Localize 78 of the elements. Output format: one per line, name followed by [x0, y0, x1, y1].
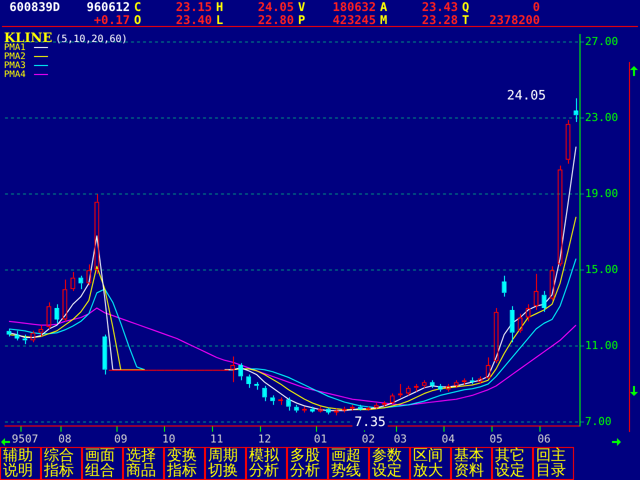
- candlestick: [102, 334, 108, 376]
- text: 区间放大: [410, 446, 451, 480]
- chart-subtitle: (5,10,20,60): [55, 34, 128, 45]
- candlestick: [14, 330, 20, 341]
- x-tick-label: 04: [442, 432, 456, 446]
- text: 多股分析: [287, 446, 328, 480]
- legend-label: PMA1: [4, 42, 27, 52]
- candlestick: [78, 275, 84, 290]
- candlestick: [310, 406, 315, 414]
- text: A: [380, 0, 388, 14]
- text: Q: [462, 0, 470, 14]
- text: 600839D: [8, 0, 61, 14]
- text: 变换指标: [164, 446, 205, 480]
- text: C: [134, 0, 142, 14]
- text: 23.28: [420, 13, 459, 27]
- text: 23.43: [420, 0, 459, 14]
- text: 23.40: [174, 13, 213, 27]
- x-tick-label: 12: [258, 432, 272, 446]
- candlestick: [502, 275, 507, 298]
- text: 24.05: [256, 0, 295, 14]
- x-tick-label: 02: [362, 432, 375, 446]
- text: 辅助说明: [0, 446, 41, 480]
- text: 180632: [332, 0, 377, 14]
- text: H: [216, 0, 224, 14]
- candlestick: [430, 380, 435, 388]
- text: 选择商品: [123, 446, 164, 480]
- x-tick-label: 9507: [12, 432, 38, 446]
- x-tick-label: 06: [537, 432, 551, 446]
- candlestick: [246, 374, 251, 388]
- annotation: 24.05: [506, 88, 546, 104]
- candlestick: [510, 306, 515, 343]
- text: 423245: [332, 13, 377, 27]
- text: 模拟分析: [246, 446, 287, 480]
- legend-label: PMA4: [4, 70, 27, 80]
- candlestick: [238, 362, 243, 381]
- y-tick-label: 11.00: [585, 338, 618, 352]
- candlestick: [574, 98, 578, 122]
- candlestick: [54, 304, 60, 324]
- candlestick: [326, 407, 331, 415]
- text: O: [134, 13, 142, 27]
- candlestick: [270, 394, 275, 406]
- text: 23.15: [174, 0, 213, 14]
- text: L: [216, 13, 224, 27]
- text: 其它设定: [492, 446, 533, 480]
- annotation: 7.35: [354, 415, 386, 430]
- text: 参数设定: [369, 446, 410, 480]
- y-tick-label: 27.00: [585, 35, 618, 48]
- text: 回主目录: [533, 446, 574, 480]
- text: 基本资料: [451, 446, 492, 480]
- text: 0: [532, 0, 541, 14]
- y-tick-label: 19.00: [585, 186, 618, 200]
- candlestick: [262, 385, 267, 402]
- x-tick-label: 01: [314, 432, 328, 446]
- legend-label: PMA3: [4, 60, 27, 70]
- x-tick-label: 11: [210, 432, 224, 446]
- candlestick: [294, 404, 299, 414]
- y-tick-label: 7.00: [585, 414, 612, 428]
- text: P: [298, 13, 306, 27]
- text: 画超势线: [328, 446, 369, 480]
- text: M: [380, 13, 388, 27]
- text: T: [462, 13, 470, 27]
- text: V: [298, 0, 306, 14]
- x-tick-label: 10: [162, 432, 176, 446]
- text: 画面组合: [82, 446, 123, 480]
- legend-label: PMA2: [4, 52, 27, 62]
- text: 960612: [86, 0, 131, 14]
- text: +0.17: [92, 13, 131, 27]
- y-tick-label: 15.00: [585, 262, 618, 276]
- text: 综合指标: [41, 446, 82, 480]
- x-tick-label: 09: [114, 432, 128, 446]
- text: 22.80: [256, 13, 295, 27]
- y-tick-label: 23.00: [585, 111, 618, 124]
- x-tick-label: 05: [490, 432, 503, 446]
- text: 周期切换: [205, 446, 246, 480]
- candlestick: [542, 290, 546, 312]
- text: 2378200: [488, 13, 541, 27]
- x-tick-label: 03: [394, 432, 407, 446]
- x-tick-label: 08: [58, 432, 72, 446]
